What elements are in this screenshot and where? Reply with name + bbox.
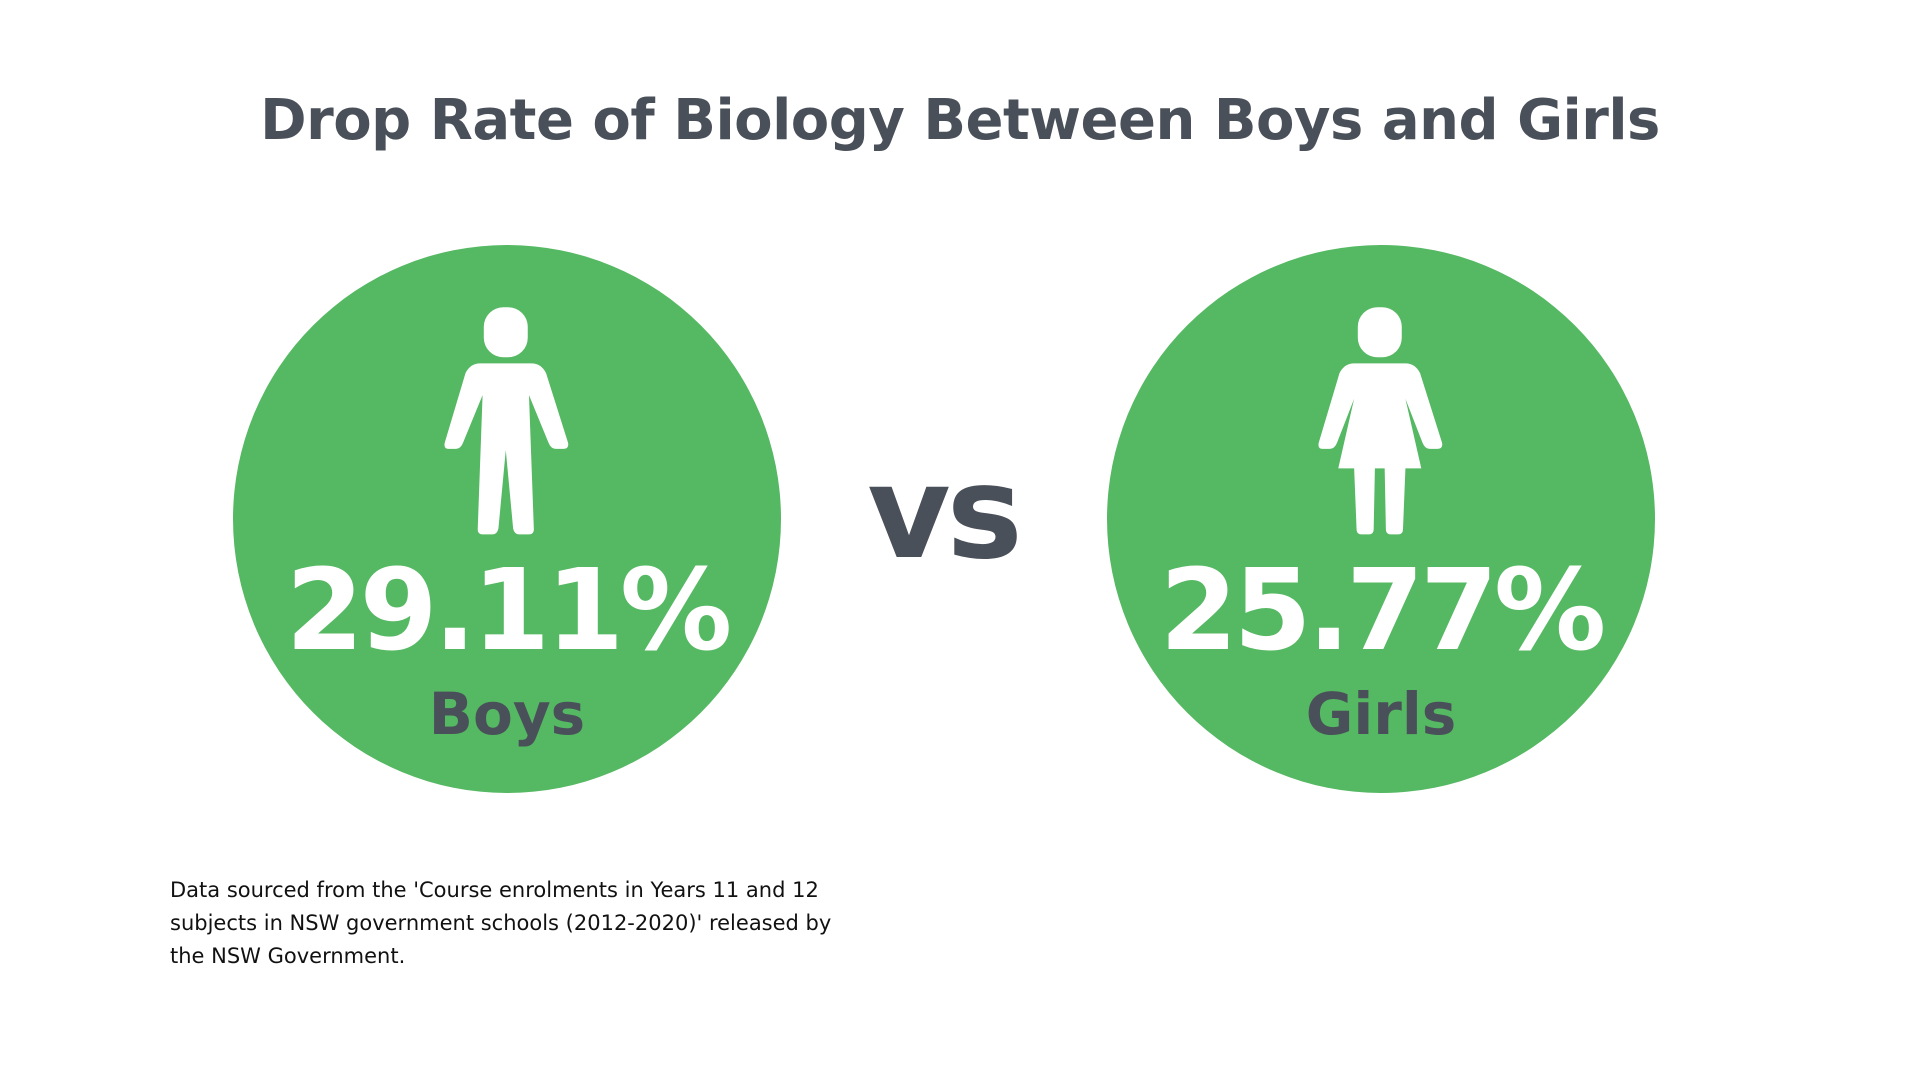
boys-circle: 29.11% Boys [233,245,781,793]
girl-icon [1318,307,1443,535]
girls-circle: 25.77% Girls [1107,245,1655,793]
page-title: Drop Rate of Biology Between Boys and Gi… [260,88,1660,153]
girls-percentage: 25.77% [1159,546,1606,676]
boys-percentage: 29.11% [285,546,732,676]
source-note: Data sourced from the 'Course enrolments… [170,878,832,968]
girls-label: Girls [1305,680,1457,748]
vs-label: vs [867,439,1023,588]
boys-label: Boys [428,680,586,748]
boy-icon [444,307,569,535]
